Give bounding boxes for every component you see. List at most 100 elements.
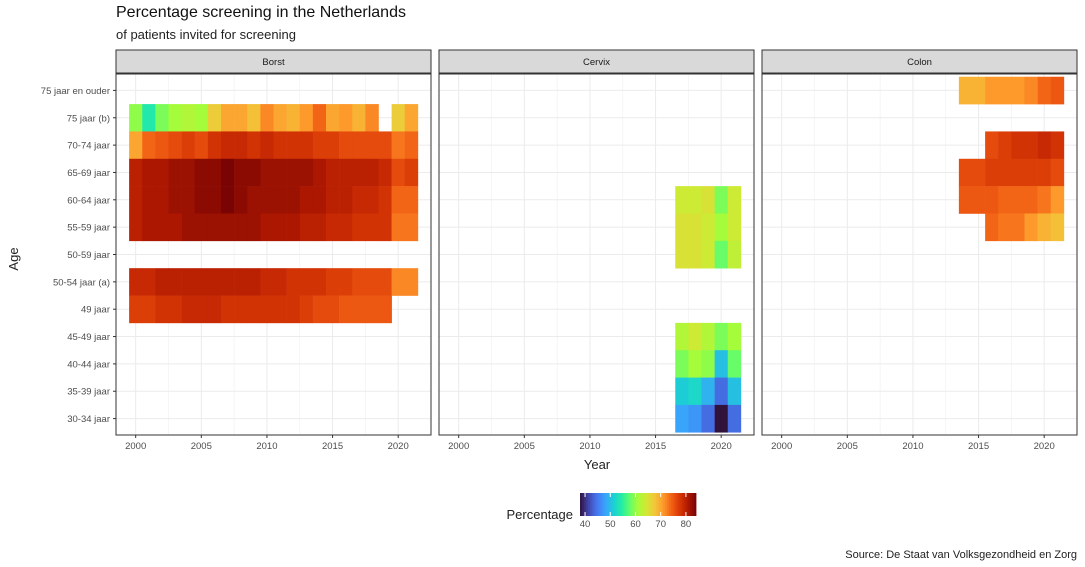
heatmap-tile — [129, 268, 143, 296]
colorbar-segment — [659, 493, 662, 516]
heatmap-tile — [365, 295, 379, 324]
heatmap-tile — [1037, 213, 1052, 242]
heatmap-tile — [207, 131, 222, 160]
tiles — [958, 76, 1065, 242]
heatmap-tile — [404, 104, 419, 132]
heatmap-tile — [972, 158, 986, 187]
heatmap-tile — [142, 158, 156, 187]
heatmap-tile — [221, 158, 235, 187]
colorbar-segment — [618, 493, 621, 516]
heatmap-tile — [194, 186, 209, 214]
x-tick-label: 2010 — [902, 441, 923, 452]
heatmap-tile — [181, 158, 196, 187]
heatmap-tile — [675, 350, 689, 378]
heatmap-tile — [194, 131, 209, 160]
heatmap-tile — [260, 104, 274, 132]
heatmap-tile — [326, 268, 340, 296]
heatmap-tile — [247, 295, 261, 324]
heatmap-tile — [234, 131, 248, 160]
heatmap-tile — [352, 104, 366, 132]
source-caption: Source: De Staat van Volksgezondheid en … — [845, 549, 1077, 561]
heatmap-tile — [404, 131, 419, 160]
heatmap-tile — [378, 158, 392, 187]
heatmap-tile — [260, 213, 274, 242]
heatmap-tile — [207, 213, 222, 242]
heatmap-tile — [339, 295, 353, 324]
colorbar-segment — [595, 493, 598, 516]
colorbar-segment — [603, 493, 606, 516]
heatmap-tile — [378, 268, 392, 296]
colorbar-segment — [593, 493, 596, 516]
heatmap-tile — [299, 268, 314, 296]
heatmap-tile — [985, 158, 999, 187]
heatmap-tile — [299, 186, 314, 214]
heatmap-tile — [273, 186, 287, 214]
heatmap-tile — [286, 213, 301, 242]
y-tick-label: 60-64 jaar — [67, 195, 110, 206]
x-axis: 2000 2005 2010 2015 2020 — [448, 435, 732, 452]
heatmap-tile — [194, 104, 209, 132]
heatmap-tile — [194, 158, 209, 187]
x-axis-title: Year — [584, 457, 611, 472]
colorbar-segment — [665, 493, 668, 516]
heatmap-tile — [1024, 186, 1038, 214]
heatmap-tile — [194, 295, 209, 324]
heatmap-tile — [701, 213, 715, 242]
heatmap-tile — [404, 158, 419, 187]
heatmap-tile — [701, 350, 715, 378]
heatmap-tile — [299, 213, 314, 242]
heatmap-tile — [714, 404, 729, 433]
heatmap-tile — [155, 213, 169, 242]
heatmap-tile — [221, 295, 235, 324]
colorbar-segment — [581, 493, 585, 516]
colorbar-segment — [694, 493, 697, 516]
heatmap-tile — [247, 213, 261, 242]
heatmap-tile — [972, 76, 986, 105]
heatmap-tile — [1050, 158, 1065, 187]
heatmap-tile — [701, 404, 715, 433]
heatmap-tile — [675, 322, 689, 351]
heatmap-tile — [312, 131, 327, 160]
heatmap-tile — [727, 186, 742, 214]
heatmap-tile — [181, 131, 196, 160]
heatmap-tile — [714, 350, 729, 378]
heatmap-tile — [326, 186, 340, 214]
heatmap-tile — [207, 158, 222, 187]
heatmap-tile — [339, 131, 353, 160]
heatmap-tile — [247, 131, 261, 160]
y-tick-label: 35-39 jaar — [67, 387, 110, 398]
heatmap-tile — [391, 213, 406, 242]
heatmap-tile — [207, 268, 222, 296]
colorbar-segment — [605, 493, 608, 516]
heatmap-tile — [701, 186, 715, 214]
y-axis: 75 jaar en ouder 75 jaar (b) 70-74 jaar 65-… — [41, 86, 116, 425]
y-tick-label: 50-54 jaar (a) — [53, 277, 110, 288]
heatmap-tile — [1037, 131, 1052, 160]
heatmap-tile — [352, 213, 366, 242]
heatmap-tile — [312, 104, 327, 132]
heatmap-tile — [727, 240, 742, 269]
heatmap-tile — [1050, 186, 1065, 214]
y-tick-label: 65-69 jaar — [67, 168, 110, 179]
colorbar-segment — [626, 493, 629, 516]
heatmap-tile — [155, 104, 169, 132]
heatmap-tile — [714, 213, 729, 242]
heatmap-tile — [365, 268, 379, 296]
y-tick-label: 40-44 jaar — [67, 359, 110, 370]
x-tick-label: 2015 — [322, 441, 343, 452]
colorbar-segment — [661, 493, 664, 516]
colorbar-segment — [632, 493, 635, 516]
heatmap-tile — [714, 377, 729, 406]
colorbar-segment — [585, 493, 589, 516]
heatmap-tile — [273, 158, 287, 187]
colorbar-tick-label: 70 — [655, 519, 666, 530]
colorbar-segment — [634, 493, 637, 516]
heatmap-tile — [352, 268, 366, 296]
heatmap-tile — [727, 213, 742, 242]
x-tick-label: 2000 — [125, 441, 146, 452]
colorbar-segment — [610, 493, 614, 516]
heatmap-tile — [221, 186, 235, 214]
heatmap-tile — [352, 186, 366, 214]
heatmap-tile — [391, 186, 406, 214]
heatmap-tile — [352, 131, 366, 160]
